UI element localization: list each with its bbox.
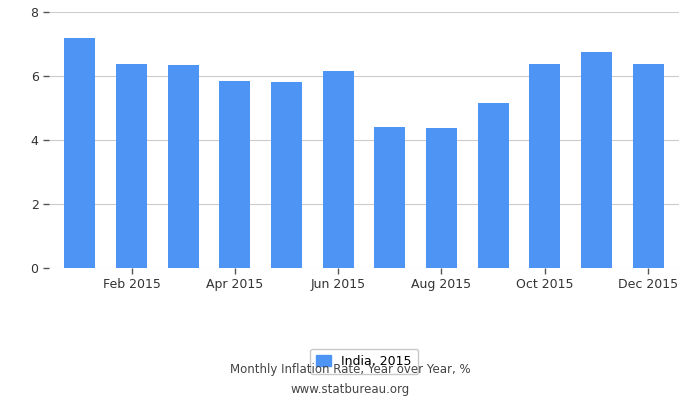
- Legend: India, 2015: India, 2015: [310, 349, 418, 374]
- Bar: [374, 126, 405, 268]
- Bar: [426, 128, 457, 268]
- Bar: [271, 82, 302, 268]
- Bar: [633, 64, 664, 268]
- Bar: [323, 70, 354, 268]
- Bar: [64, 38, 95, 268]
- Text: Monthly Inflation Rate, Year over Year, %: Monthly Inflation Rate, Year over Year, …: [230, 364, 470, 376]
- Text: www.statbureau.org: www.statbureau.org: [290, 384, 410, 396]
- Bar: [168, 66, 199, 268]
- Bar: [219, 81, 251, 268]
- Bar: [581, 52, 612, 268]
- Bar: [116, 64, 147, 268]
- Bar: [529, 64, 560, 268]
- Bar: [477, 102, 509, 268]
